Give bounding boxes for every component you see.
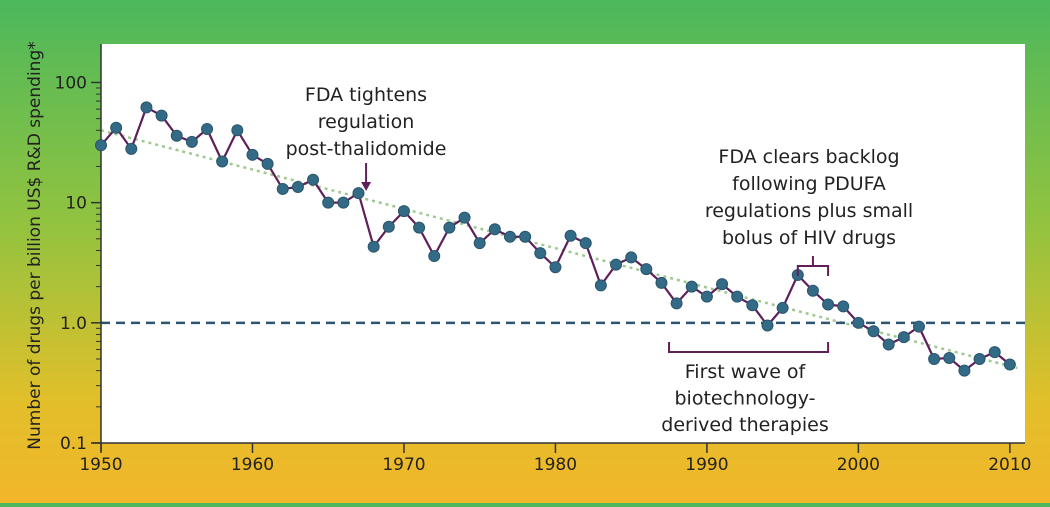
data-point — [488, 223, 501, 236]
data-point — [1003, 358, 1016, 371]
data-point — [155, 109, 168, 122]
axes-group: 0.1 1.0 10 100 1950 1960 1970 1980 1990 2000 2010 N… — [25, 41, 1031, 475]
data-point — [670, 297, 683, 310]
plot-background — [101, 44, 1025, 443]
data-point — [700, 290, 713, 303]
data-point — [564, 229, 577, 242]
data-point — [246, 148, 259, 161]
data-point — [473, 237, 486, 250]
data-point — [185, 135, 198, 148]
data-point — [428, 249, 441, 262]
data-point — [852, 316, 865, 329]
data-point — [988, 346, 1001, 359]
data-point — [761, 319, 774, 332]
annotation-pdufa-text: FDA clears backlog — [718, 146, 899, 168]
data-point — [731, 290, 744, 303]
y-tick-label: 0.1 — [60, 434, 87, 454]
data-point — [594, 279, 607, 292]
data-point — [291, 180, 304, 193]
data-point — [443, 221, 456, 234]
data-point — [746, 299, 759, 312]
annotation-pdufa-text: bolus of HIV drugs — [722, 227, 896, 249]
data-point — [685, 280, 698, 293]
data-point — [307, 173, 320, 186]
annotation-biotech-text: First wave of — [685, 361, 807, 383]
data-point — [716, 278, 729, 291]
data-point — [579, 237, 592, 250]
data-point — [912, 320, 925, 333]
annotation-pdufa-bracket — [796, 256, 830, 276]
x-tick-label: 1950 — [79, 455, 122, 475]
annotation-pdufa-text: following PDUFA — [732, 173, 886, 195]
x-tick-label: 1970 — [382, 455, 425, 475]
data-point — [806, 284, 819, 297]
data-point — [610, 258, 623, 271]
data-point — [549, 261, 562, 274]
data-point — [261, 157, 274, 170]
annotation-thalidomide-text: regulation — [318, 111, 415, 133]
y-tick-label: 10 — [65, 194, 87, 214]
data-point — [397, 205, 410, 218]
data-point — [95, 139, 107, 152]
data-point — [882, 338, 895, 351]
data-point — [413, 221, 426, 234]
x-tick-label: 1980 — [534, 455, 577, 475]
annotations-group: FDA tightens regulation post-thalidomide FD… — [286, 84, 914, 436]
data-point — [231, 124, 244, 137]
annotation-thalidomide-text: post-thalidomide — [286, 138, 447, 160]
data-point — [352, 187, 365, 200]
data-point — [367, 240, 380, 253]
annotation-biotech-bracket — [668, 342, 830, 353]
data-point — [973, 352, 986, 365]
data-point — [867, 325, 880, 338]
annotation-thalidomide-text: FDA tightens — [305, 84, 427, 106]
y-tick-label: 1.0 — [60, 314, 87, 334]
data-point — [519, 230, 532, 243]
data-point — [216, 155, 229, 168]
data-point — [337, 196, 350, 209]
data-point — [201, 122, 214, 135]
data-point — [170, 129, 183, 142]
annotation-pdufa-text: regulations plus small — [705, 200, 913, 222]
data-point — [140, 101, 153, 114]
annotation-thalidomide-arrowhead — [361, 182, 372, 191]
data-point — [655, 276, 668, 289]
data-point — [322, 196, 335, 209]
x-tick-label: 1990 — [685, 455, 728, 475]
data-point — [125, 142, 138, 155]
x-tick-label: 1960 — [231, 455, 274, 475]
x-tick-label: 2010 — [988, 455, 1031, 475]
data-point — [382, 220, 395, 233]
annotation-biotech-text: biotechnology- — [675, 388, 816, 410]
data-point — [776, 301, 789, 314]
data-point — [943, 351, 956, 364]
data-point — [458, 211, 471, 224]
data-point — [110, 121, 123, 134]
y-tick-label: 100 — [55, 73, 87, 93]
data-point — [625, 251, 638, 264]
data-point — [897, 331, 910, 344]
data-point — [958, 364, 971, 377]
series-group — [95, 101, 1016, 377]
data-point — [640, 263, 653, 276]
data-point — [503, 230, 516, 243]
data-point — [837, 300, 850, 313]
data-point — [276, 182, 289, 195]
y-axis-label: Number of drugs per billion US$ R&D spen… — [25, 41, 45, 449]
data-point — [534, 247, 547, 260]
data-point — [928, 352, 941, 365]
annotation-biotech-text: derived therapies — [661, 414, 828, 436]
x-tick-label: 2000 — [837, 455, 880, 475]
data-point — [822, 298, 835, 311]
